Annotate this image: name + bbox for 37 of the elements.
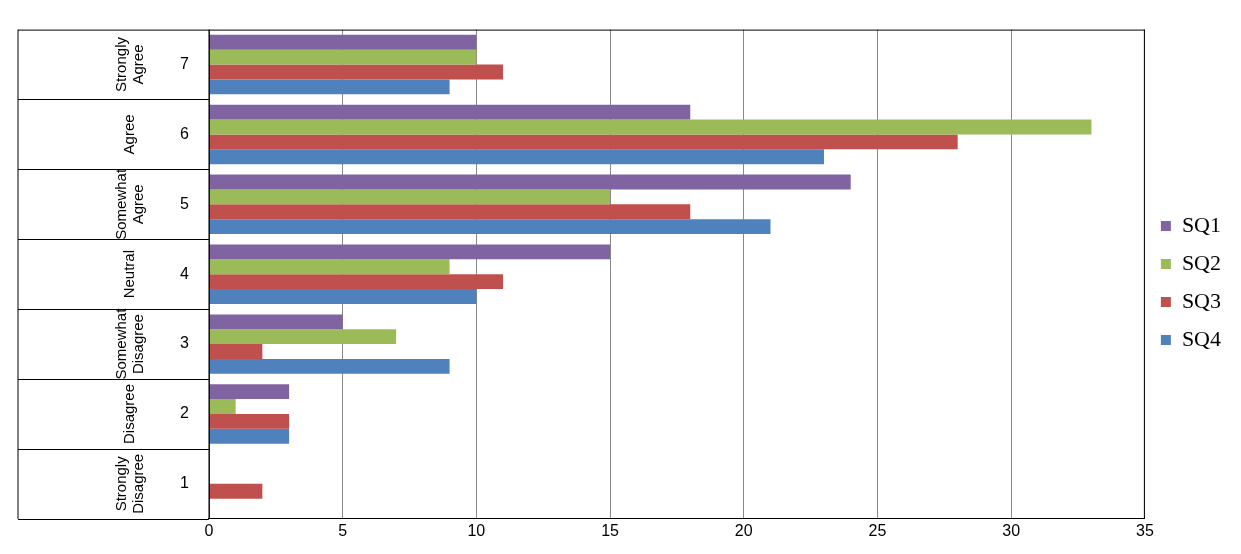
bar (209, 174, 851, 190)
bar (209, 384, 290, 400)
x-tick-label: 5 (338, 521, 348, 539)
x-tick-label: 30 (1002, 521, 1021, 539)
x-tick-label: 10 (467, 521, 486, 539)
bar (209, 149, 824, 165)
legend-label: SQ3 (1181, 287, 1221, 313)
x-tick-label: 15 (601, 521, 620, 539)
bar (209, 358, 450, 374)
bar (209, 104, 691, 120)
bar (209, 274, 504, 290)
bar (209, 64, 504, 80)
bar (209, 79, 450, 95)
legend-label: SQ1 (1181, 211, 1221, 237)
bar (209, 204, 691, 220)
bar (209, 289, 477, 304)
bar (209, 119, 1092, 135)
bar (209, 314, 343, 330)
bar (209, 428, 290, 444)
bar (209, 344, 263, 359)
x-tick-label: 20 (734, 521, 753, 539)
x-tick-label: 0 (204, 521, 214, 539)
bar (209, 259, 450, 275)
legend-label: SQ2 (1181, 249, 1221, 275)
bar (209, 483, 263, 499)
bar (209, 49, 477, 65)
x-tick-label: 25 (868, 521, 887, 539)
bar (209, 329, 397, 345)
x-tick-label: 35 (1135, 521, 1154, 539)
bar (209, 399, 236, 414)
legend-label: SQ4 (1181, 325, 1221, 351)
bar (209, 189, 611, 205)
bar (209, 244, 611, 260)
bar (209, 413, 290, 429)
bar (209, 34, 477, 50)
bar (209, 219, 771, 235)
bar (209, 134, 958, 150)
